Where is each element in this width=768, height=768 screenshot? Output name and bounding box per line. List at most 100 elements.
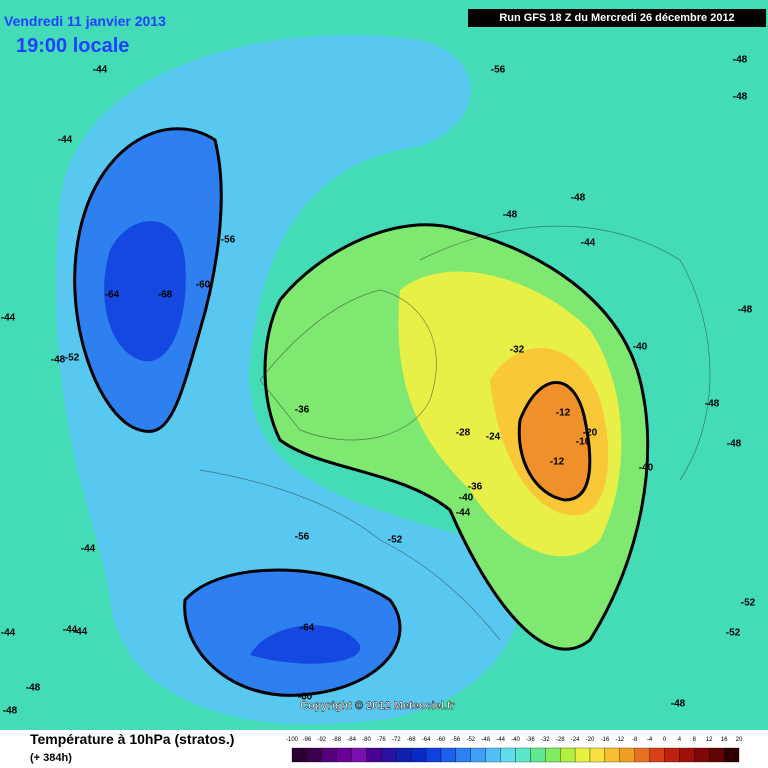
contour-labels: -44 -56-48-48-44-48-48-44-56-64 -68-60-44-… xyxy=(1,55,756,717)
scale-tick-label: -100 xyxy=(286,737,299,743)
contour-line xyxy=(263,223,650,651)
contour-label: -56 xyxy=(221,235,236,246)
contour-line xyxy=(517,381,592,502)
cold-center-west xyxy=(104,221,186,362)
scale-tick-label: -32 xyxy=(541,737,550,743)
footer-lead: (+ 384h) xyxy=(30,752,72,764)
contour-label: -48 xyxy=(503,210,518,221)
scale-tick-label: -68 xyxy=(407,737,416,743)
copyright: Copyright © 2012 Meteociel.fr xyxy=(300,700,456,712)
scale-swatch xyxy=(664,747,680,763)
scale-tick-label: -44 xyxy=(496,737,505,743)
contour-label: -48 xyxy=(671,699,686,710)
scale-tick-label: -4 xyxy=(647,737,653,743)
contour-label: -48 xyxy=(26,683,41,694)
scale-swatch xyxy=(679,747,695,763)
cold-center-south xyxy=(250,625,361,664)
run-box xyxy=(468,9,766,27)
contour-label: -44 xyxy=(93,65,108,76)
contour-label: -52 xyxy=(726,628,741,639)
contour-label: -40 xyxy=(459,493,474,504)
scale-swatch xyxy=(709,747,725,763)
contour-label: -52 xyxy=(65,353,80,364)
scale-swatch xyxy=(604,747,620,763)
scale-tick-label: -88 xyxy=(332,737,341,743)
scale-tick-label: -48 xyxy=(481,737,490,743)
contour-label: -44 xyxy=(58,135,73,146)
contour-line xyxy=(183,568,402,697)
scale-swatch xyxy=(351,747,367,763)
contour-label: -56 xyxy=(295,532,310,543)
scale-swatch xyxy=(366,747,382,763)
contour-label: -12 xyxy=(556,408,571,419)
scale-swatch xyxy=(545,747,561,763)
footer-title: Température à 10hPa (stratos.) xyxy=(30,731,234,747)
contour-label: -36 xyxy=(295,405,310,416)
scale-tick-label: 0 xyxy=(663,737,667,743)
scale-swatch xyxy=(515,747,531,763)
contour-label: -12 xyxy=(550,457,565,468)
scale-swatch xyxy=(321,747,337,763)
coastlines xyxy=(199,225,711,641)
time-label: 19:00 locale xyxy=(16,35,129,57)
contour-label: -44 xyxy=(81,544,96,555)
contour-label: -56 xyxy=(491,65,506,76)
run-label: Run GFS 18 Z du Mercredi 26 décembre 201… xyxy=(499,12,734,24)
scale-swatch xyxy=(306,747,322,763)
scale-tick-label: 16 xyxy=(721,737,728,743)
contour-label: -64 xyxy=(300,623,315,634)
scale-tick-label: -20 xyxy=(586,737,595,743)
scale-tick-label: -56 xyxy=(452,737,461,743)
contour-label: -40 xyxy=(633,342,648,353)
scale-tick-label: 8 xyxy=(693,737,697,743)
contour-label: -48 xyxy=(733,55,748,66)
contour-label: -48 xyxy=(571,193,586,204)
contour-label: -60 xyxy=(298,692,313,703)
warm-core xyxy=(519,382,590,500)
scale-swatch xyxy=(425,747,442,763)
scale-tick-label: -72 xyxy=(392,737,401,743)
date-label: Vendredi 11 janvier 2013 xyxy=(4,13,166,29)
contours xyxy=(73,127,650,697)
contour-label: -44 xyxy=(581,238,596,249)
contour-label: -16 xyxy=(576,437,591,448)
contour-label: -48 xyxy=(738,305,753,316)
contour-label: -48 xyxy=(705,399,720,410)
contour-label: -48 xyxy=(727,439,742,450)
contour-label: -48 xyxy=(733,92,748,103)
contour-label: -44 xyxy=(73,627,88,638)
contour-line xyxy=(73,127,223,433)
contour-label: -36 xyxy=(468,482,483,493)
scale-tick-label: -36 xyxy=(526,737,535,743)
contour-label: -44 xyxy=(1,628,16,639)
scale-swatch xyxy=(560,747,576,763)
scale-swatch xyxy=(694,747,710,763)
scale-swatch xyxy=(455,747,471,763)
scale-swatch xyxy=(411,747,427,763)
scale-tick-label: -96 xyxy=(303,737,312,743)
coastline xyxy=(419,225,711,481)
contour-label: -40 xyxy=(639,463,654,474)
contour-label: -48 xyxy=(51,355,66,366)
coastline xyxy=(259,289,437,441)
scale-tick-label: 4 xyxy=(678,737,682,743)
scale-tick-label: -84 xyxy=(347,737,356,743)
scale-tick-label: -52 xyxy=(466,737,475,743)
contour-label: -44 xyxy=(63,625,78,636)
contour-label: -48 xyxy=(3,706,18,717)
scale-swatch xyxy=(440,747,457,763)
contour-label: -44 xyxy=(456,508,471,519)
scale-swatch xyxy=(530,747,546,763)
scale-tick-label: 12 xyxy=(706,737,713,743)
scale-swatch xyxy=(634,747,650,763)
contour-label: -52 xyxy=(741,598,756,609)
scale-tick-label: -80 xyxy=(362,737,371,743)
scale-swatch xyxy=(470,747,486,763)
scale-tick-label: -8 xyxy=(632,737,638,743)
scale-tick-label: 20 xyxy=(736,737,743,743)
contour-label: -44 xyxy=(1,313,16,324)
scale-swatch xyxy=(291,747,308,763)
contour-label: -60 xyxy=(196,280,211,291)
scale-swatch xyxy=(396,747,412,763)
